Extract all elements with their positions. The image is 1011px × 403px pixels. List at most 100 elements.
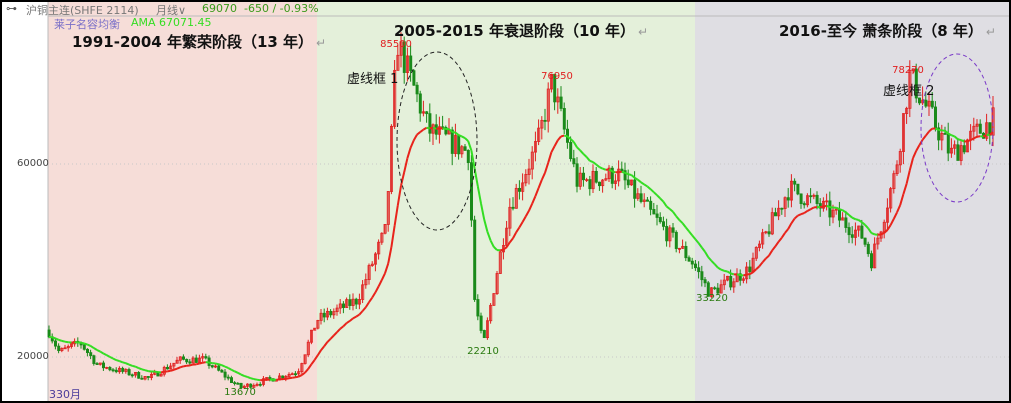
ama-line-segment: [368, 297, 374, 303]
ama-line-segment: [390, 225, 396, 248]
ama-line-segment: [899, 193, 905, 206]
ama-line-segment: [202, 361, 206, 364]
candle-body: [325, 310, 329, 318]
candle-body: [255, 383, 259, 386]
ama-line-segment: [409, 139, 415, 149]
ama-line-segment: [524, 210, 530, 217]
ama-line-segment: [550, 145, 556, 153]
candle-body: [793, 180, 797, 185]
ama-line-segment: [845, 211, 850, 216]
candle-body: [953, 144, 957, 149]
candle-body: [498, 251, 502, 274]
candle-body: [556, 96, 560, 103]
phase-title-1: 1991-2004 年繁荣阶段（13 年） ↵: [72, 33, 327, 51]
candle-body: [345, 299, 349, 308]
candle-body: [930, 100, 934, 108]
ama-line-segment: [99, 350, 104, 355]
ama-line-segment: [380, 272, 386, 281]
candle-body: [559, 96, 563, 109]
dashed-box-1-label: 虚线框 1: [347, 72, 399, 87]
candle-body: [485, 320, 489, 339]
candle-body: [165, 366, 169, 370]
ama-line-segment: [243, 375, 248, 378]
ama-line-segment: [493, 246, 498, 251]
ama-line-segment: [848, 214, 853, 219]
candle-body: [774, 212, 778, 217]
candle-body: [521, 182, 525, 192]
candle-body: [950, 147, 954, 154]
candle-body: [524, 174, 528, 184]
link-icon[interactable]: ⊶: [6, 2, 17, 15]
candle-body: [703, 279, 707, 284]
ama-line-segment: [247, 376, 251, 380]
candle-body: [473, 219, 477, 300]
ama-line-segment: [621, 170, 626, 174]
candle-body: [511, 206, 515, 209]
ama-line-segment: [87, 343, 91, 347]
ama-line-segment: [403, 157, 409, 173]
ama-line-segment: [576, 146, 581, 152]
candle-body: [761, 232, 765, 245]
ama-line-segment: [195, 362, 200, 366]
ama-line-segment: [653, 191, 658, 196]
ama-line-segment: [726, 270, 732, 275]
label-low-13670: 13670: [224, 387, 256, 398]
ama-line-segment: [106, 354, 111, 358]
candle-body: [630, 179, 634, 186]
candle-body: [159, 373, 163, 377]
candle-body: [415, 84, 419, 95]
ama-line-segment: [842, 209, 847, 214]
candle-body: [777, 207, 781, 217]
phase-background-2: [317, 0, 695, 403]
ama-line-segment: [918, 139, 924, 146]
candle-body: [956, 144, 960, 161]
candle-body: [124, 369, 128, 372]
ama-line-segment: [96, 349, 101, 353]
candle-body: [233, 382, 237, 385]
period-selector[interactable]: 月线∨: [156, 2, 186, 18]
ama-line-segment: [871, 232, 875, 236]
candle-body: [978, 123, 982, 134]
candle-body: [850, 234, 854, 238]
candle-body: [220, 369, 224, 373]
candle-body: [377, 241, 381, 255]
candle-body: [780, 207, 784, 210]
ama-line-segment: [701, 246, 706, 253]
candle-body: [812, 194, 816, 197]
ama-line-segment: [364, 301, 370, 308]
candle-body: [873, 243, 877, 269]
candle-body: [844, 217, 848, 228]
candle-body: [924, 99, 928, 107]
ama-line-segment: [528, 203, 534, 212]
instrument-name: 沪铜主连(SHFE 2114): [26, 4, 139, 17]
ama-line-segment: [230, 368, 236, 373]
ama-line-segment: [295, 375, 299, 379]
ama-line-segment: [691, 234, 697, 240]
ama-line-segment: [566, 135, 572, 140]
ama-line-segment: [768, 249, 774, 257]
candle-body: [409, 55, 413, 72]
candle-body: [959, 145, 963, 161]
ama-line-segment: [624, 171, 629, 176]
candle-body: [799, 193, 803, 204]
candle-body: [508, 206, 512, 229]
candle-body: [710, 287, 714, 297]
candle-body: [297, 371, 301, 375]
candle-body: [927, 100, 931, 107]
ama-line-segment: [90, 345, 95, 349]
candle-body: [181, 356, 185, 360]
candle-body: [684, 245, 688, 259]
candle-body: [428, 113, 432, 134]
candle-body: [418, 93, 422, 114]
ama-line-segment: [669, 208, 674, 213]
candle-body: [527, 168, 531, 175]
ama-line-segment: [720, 268, 725, 272]
candle-body: [95, 363, 99, 365]
ama-line-segment: [313, 354, 319, 361]
candle-body: [722, 279, 726, 286]
candle-body: [50, 336, 54, 342]
candle-body: [783, 197, 787, 209]
candle-body: [335, 307, 339, 313]
candle-body: [870, 253, 874, 269]
candle-body: [281, 375, 285, 379]
